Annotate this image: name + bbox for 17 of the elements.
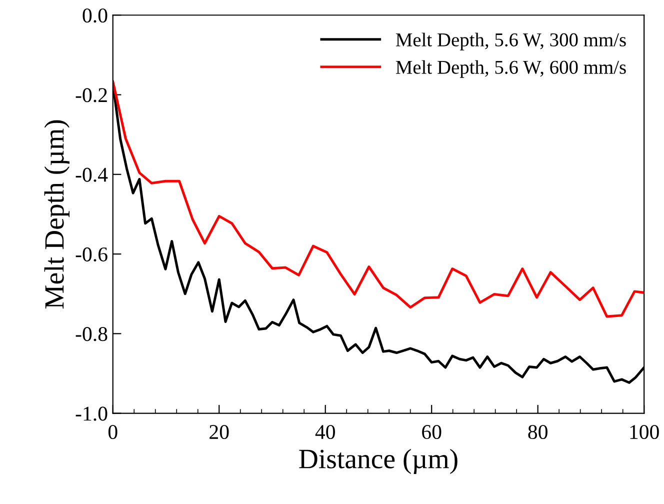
- y-tick-label: -1.0: [76, 406, 108, 421]
- legend-label: Melt Depth, 5.6 W, 600 mm/s: [396, 60, 626, 78]
- y-tick-label: -0.4: [76, 168, 108, 182]
- y-tick-label: 0.0: [82, 8, 108, 23]
- line-series: [112, 80, 644, 318]
- y-tick-label: -0.2: [76, 88, 107, 102]
- legend-label: Melt Depth, 5.6 W, 300 mm/s: [396, 32, 626, 50]
- x-tick-label: 60: [422, 424, 442, 440]
- x-tick-label: 40: [315, 424, 335, 440]
- x-axis-title: Distance (µm): [299, 448, 458, 474]
- x-tick-label: 80: [528, 424, 548, 440]
- y-axis-title: Melt Depth (µm): [44, 120, 70, 309]
- x-tick-label: 100: [630, 424, 659, 440]
- y-tick-label: -0.6: [76, 247, 108, 262]
- x-tick-label: 0: [108, 424, 118, 440]
- x-tick-label: 20: [210, 424, 229, 440]
- y-tick-label: -0.8: [76, 327, 108, 342]
